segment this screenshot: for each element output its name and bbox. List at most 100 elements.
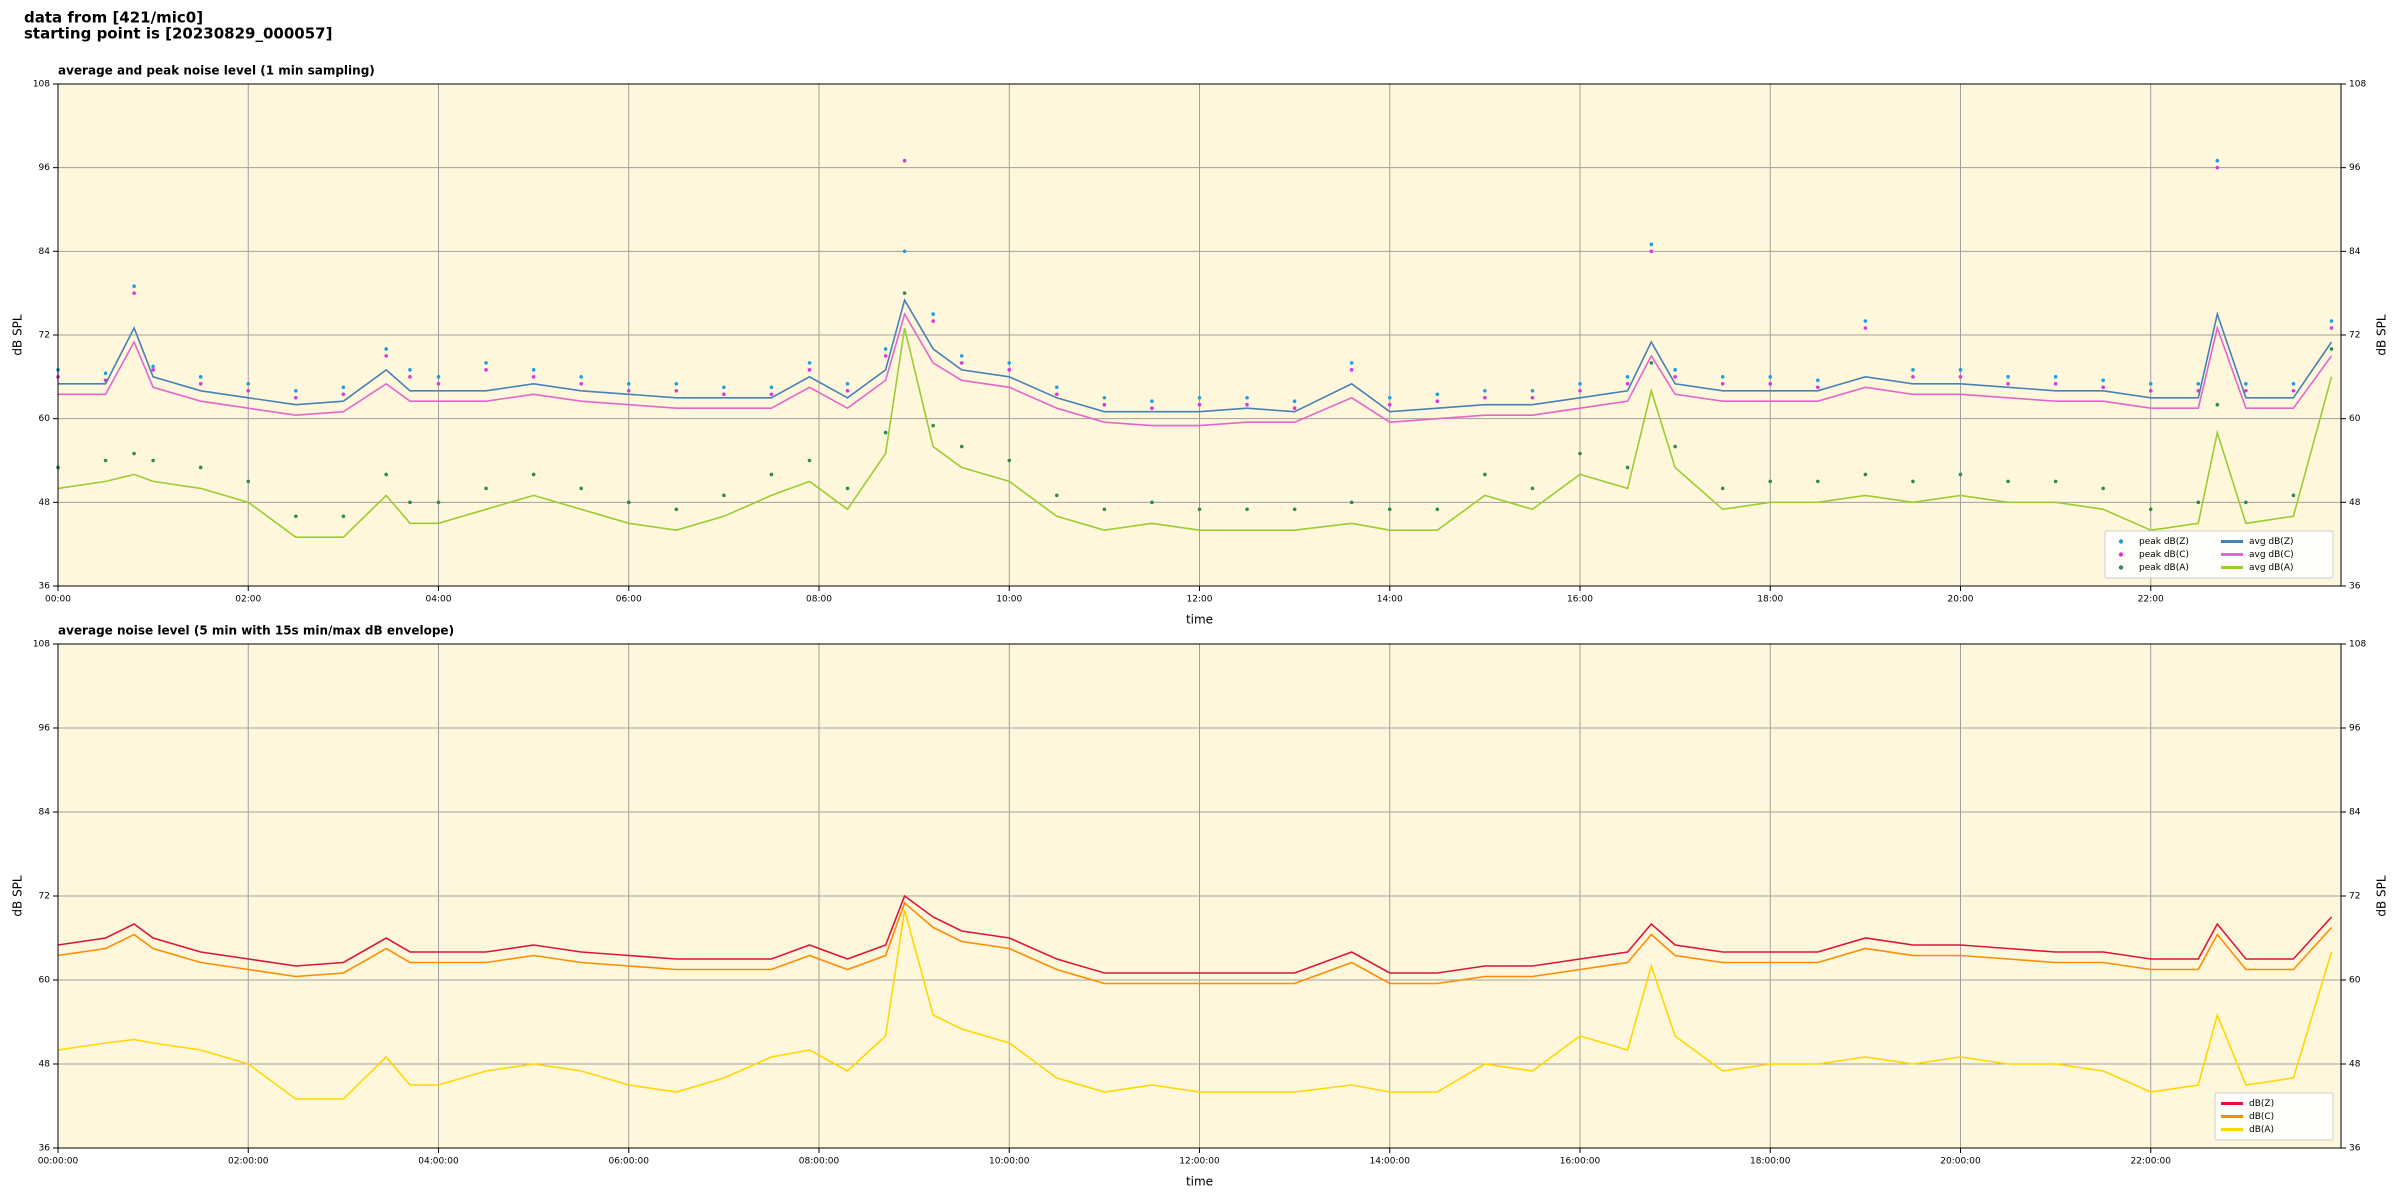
x-tick-label: 20:00:00 — [1940, 1157, 1981, 1167]
data-point — [579, 375, 583, 379]
data-point — [341, 385, 346, 390]
x-tick-label: 10:00:00 — [989, 1157, 1030, 1167]
legend-marker — [2118, 552, 2124, 557]
data-point — [1578, 382, 1582, 386]
data-point — [1530, 486, 1535, 491]
data-point — [1007, 361, 1012, 365]
data-point — [807, 458, 812, 463]
data-point — [1292, 399, 1297, 404]
data-point — [408, 500, 412, 505]
data-point — [579, 486, 583, 491]
data-point — [722, 385, 726, 390]
y-tick-label: 36 — [39, 582, 51, 592]
data-point — [1768, 382, 1773, 386]
data-point — [1483, 388, 1487, 393]
data-point — [2053, 375, 2058, 379]
legend-marker — [2118, 539, 2124, 544]
data-point — [1245, 507, 1249, 512]
data-point — [341, 392, 346, 397]
data-point — [436, 500, 441, 505]
y-tick-label: 84 — [2349, 247, 2361, 257]
data-point — [1768, 375, 1773, 379]
data-point — [1578, 451, 1582, 456]
data-point — [2291, 388, 2296, 393]
data-point — [2148, 382, 2153, 386]
data-point — [1435, 399, 1440, 404]
data-point — [1673, 368, 1677, 372]
data-point — [1958, 375, 1963, 379]
data-point — [2101, 378, 2105, 383]
y-axis-label: dB SPL — [11, 875, 25, 917]
data-point — [294, 514, 298, 519]
data-point — [151, 458, 155, 463]
data-point — [1102, 402, 1107, 407]
y-axis-label: dB SPL — [11, 314, 25, 356]
legend-label: dB(Z) — [2249, 1099, 2274, 1109]
data-point — [1349, 361, 1354, 365]
data-point — [674, 382, 679, 386]
data-point — [1816, 378, 1820, 383]
data-point — [1245, 402, 1249, 407]
y-axis-label: dB SPL — [2375, 314, 2389, 356]
x-tick-label: 14:00 — [1377, 595, 1403, 605]
data-point — [1435, 392, 1440, 397]
y-tick-label: 96 — [39, 163, 51, 173]
y-tick-label: 48 — [39, 1060, 51, 1070]
y-tick-label: 72 — [2349, 331, 2360, 341]
data-point — [294, 388, 298, 393]
x-tick-label: 00:00 — [45, 595, 71, 605]
y-tick-label: 72 — [39, 331, 50, 341]
data-point — [198, 465, 203, 470]
header-line: starting point is [20230829_000057] — [24, 25, 332, 43]
data-point — [2196, 500, 2201, 505]
data-point — [1197, 395, 1202, 400]
y-tick-label: 36 — [2349, 582, 2361, 592]
data-point — [1435, 507, 1440, 512]
data-point — [1863, 472, 1868, 477]
data-point — [2196, 382, 2201, 386]
data-point — [883, 430, 888, 435]
data-point — [1958, 368, 1963, 372]
legend-marker — [2118, 565, 2124, 570]
data-point — [959, 361, 964, 365]
data-point — [1649, 242, 1654, 247]
data-point — [1245, 395, 1249, 400]
data-point — [1102, 395, 1107, 400]
data-point — [2329, 319, 2334, 323]
legend-label: dB(A) — [2249, 1125, 2274, 1135]
legend-label: peak dB(Z) — [2139, 537, 2189, 547]
data-point — [2244, 388, 2248, 393]
data-point — [1720, 486, 1725, 491]
header-line: data from [421/mic0] — [24, 9, 203, 27]
y-tick-label: 48 — [2349, 1060, 2361, 1070]
data-point — [1007, 458, 1012, 463]
data-point — [246, 388, 251, 393]
data-line — [58, 312, 2333, 427]
data-point — [1649, 249, 1654, 254]
x-tick-label: 06:00:00 — [609, 1157, 650, 1167]
data-point — [626, 382, 631, 386]
x-tick-label: 08:00:00 — [799, 1157, 840, 1167]
data-point — [198, 382, 203, 386]
data-point — [1102, 507, 1107, 512]
data-point — [931, 423, 935, 428]
data-point — [103, 371, 108, 376]
x-tick-label: 04:00:00 — [418, 1157, 459, 1167]
data-point — [408, 375, 412, 379]
y-tick-label: 48 — [39, 498, 51, 508]
legend-label: avg dB(A) — [2249, 563, 2293, 573]
data-point — [2329, 326, 2334, 330]
data-point — [2215, 158, 2220, 163]
x-tick-label: 18:00:00 — [1750, 1157, 1791, 1167]
x-tick-label: 12:00:00 — [1179, 1157, 1220, 1167]
data-point — [2148, 388, 2153, 393]
data-point — [1349, 500, 1354, 505]
data-point — [2215, 402, 2220, 407]
data-point — [674, 388, 679, 393]
data-point — [246, 479, 251, 484]
data-point — [1387, 507, 1392, 512]
y-tick-label: 60 — [39, 414, 51, 424]
y-tick-label: 108 — [2349, 640, 2366, 650]
data-point — [1911, 375, 1915, 379]
data-point — [484, 361, 488, 365]
